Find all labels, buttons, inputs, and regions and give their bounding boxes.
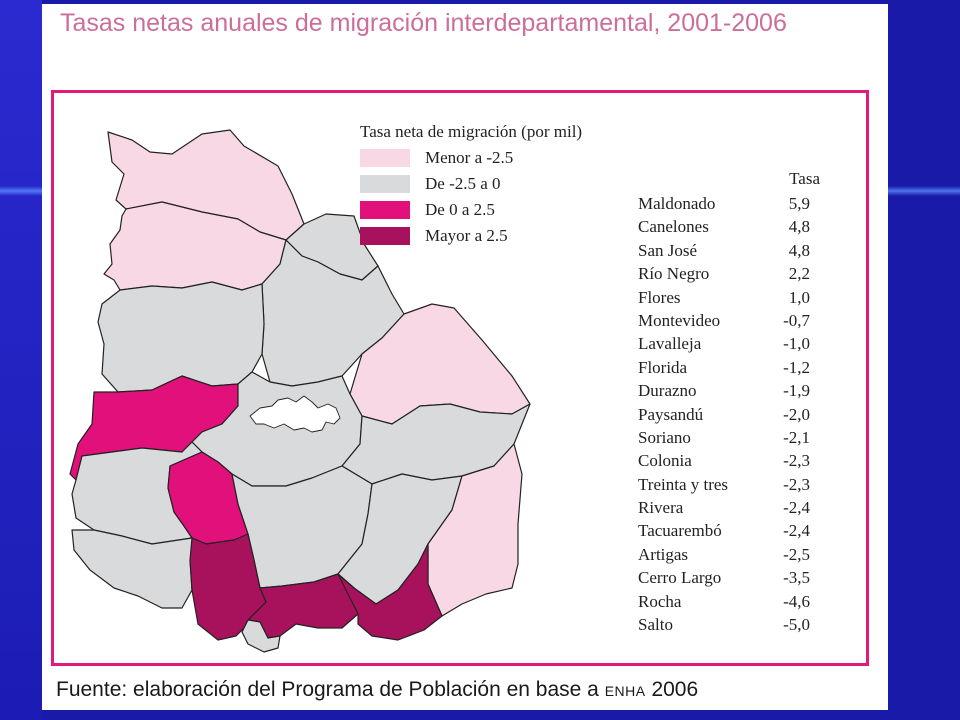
department-name: Rocha [638, 591, 682, 611]
legend-swatch [360, 227, 410, 245]
department-name: San José [638, 240, 698, 260]
rate-value: 5,9 [788, 194, 810, 213]
table-row: Soriano -2,1 [638, 426, 810, 449]
table-row: Río Negro 2,2 [638, 262, 810, 285]
map-frame [51, 90, 869, 666]
table-row: Rivera -2,4 [638, 496, 810, 519]
department-name: Flores [638, 287, 681, 307]
rate-value: -1,0 [783, 334, 810, 354]
rate-value: -2,4 [783, 521, 810, 541]
rates-table: Tasa Maldonado 5,9 Canelones 4,8 San José 4… [638, 166, 822, 636]
rates-table-header: Tasa [789, 169, 820, 188]
source-note: Fuente: elaboración del Programa de Pobl… [56, 678, 698, 702]
department-name: Canelones [638, 217, 709, 237]
legend-title: Tasa neta de migración (por mil) [360, 122, 583, 141]
source-text: Fuente: elaboración del Programa de Pobl… [56, 678, 605, 701]
department-name: Río Negro [638, 264, 710, 284]
legend-swatch [360, 149, 410, 167]
legend-label: De -2.5 a 0 [425, 174, 501, 193]
legend-item: Mayor a 2.5 [360, 223, 582, 249]
department-name: Artigas [638, 544, 689, 564]
legend-label: Menor a -2.5 [425, 148, 514, 167]
department-name: Treinta y tres [638, 474, 729, 494]
region-montevideo [241, 619, 281, 653]
table-row: Rocha -4,6 [638, 590, 810, 613]
table-row: Colonia -2,3 [638, 449, 810, 472]
table-row: Paysandú -2,0 [638, 403, 810, 426]
slide-background-left [0, 0, 42, 720]
legend-label: Mayor a 2.5 [425, 226, 508, 245]
map-title: Tasas netas anuales de migración interde… [60, 9, 787, 37]
department-name: Lavalleja [638, 334, 702, 354]
map-legend: Tasa neta de migración (por mil) Menor a… [360, 122, 582, 249]
legend-item: De 0 a 2.5 [360, 197, 582, 223]
rate-value: -2,1 [783, 427, 810, 447]
table-row: Treinta y tres -2,3 [638, 473, 810, 496]
table-row: Maldonado 5,9 [638, 192, 810, 215]
legend-label: De 0 a 2.5 [425, 200, 495, 219]
table-row: Flores 1,0 [638, 286, 810, 309]
department-name: Soriano [638, 427, 691, 447]
rate-value: -2,0 [783, 404, 810, 424]
rate-value: -4,6 [783, 591, 810, 611]
table-row: Cerro Largo -3,5 [638, 566, 810, 589]
table-row: Montevideo -0,7 [638, 309, 810, 332]
uruguay-map [69, 129, 531, 653]
rate-value: -2,5 [783, 544, 810, 564]
rate-value: -2,4 [783, 498, 810, 518]
table-row: Canelones 4,8 [638, 215, 810, 238]
rate-value: -2,3 [783, 451, 810, 471]
legend-item: Menor a -2.5 [360, 145, 582, 171]
table-row: Tacuarembó -2,4 [638, 519, 810, 542]
source-year: 2006 [645, 678, 699, 701]
region-rocha [427, 443, 523, 617]
legend-swatch [360, 175, 410, 193]
rate-value: 1,0 [788, 287, 810, 307]
reservoir-lake [249, 395, 341, 433]
legend-swatch [360, 201, 410, 219]
region-maldonado [337, 543, 443, 641]
slide-content: Tasas netas anuales de migración interde… [42, 4, 888, 710]
source-abbr: ENHA [604, 683, 646, 699]
department-name: Florida [638, 357, 688, 377]
rate-value: -0,7 [783, 310, 810, 330]
rate-value: 4,8 [788, 240, 810, 260]
department-name: Cerro Largo [638, 568, 722, 588]
table-row: San José 4,8 [638, 239, 810, 262]
table-row: Artigas -2,5 [638, 543, 810, 566]
department-name: Tacuarembó [638, 521, 722, 541]
rate-value: 4,8 [788, 217, 810, 237]
table-row: Lavalleja -1,0 [638, 332, 810, 355]
region-paysand [97, 281, 265, 393]
rate-value: -1,9 [783, 381, 810, 401]
department-name: Maldonado [638, 194, 716, 213]
legend-item: De -2.5 a 0 [360, 171, 582, 197]
table-row: Durazno -1,9 [638, 379, 810, 402]
department-name: Montevideo [638, 310, 721, 330]
department-name: Durazno [638, 381, 697, 401]
rate-value: -2,3 [783, 474, 810, 494]
rate-value: -5,0 [783, 615, 810, 635]
table-row: Florida -1,2 [638, 356, 810, 379]
rate-value: -1,2 [783, 357, 810, 377]
table-row: Salto -5,0 [638, 613, 810, 636]
department-name: Salto [638, 615, 673, 635]
department-name: Rivera [638, 498, 684, 518]
department-name: Colonia [638, 451, 692, 471]
department-name: Paysandú [638, 404, 704, 424]
region-colonia [71, 529, 207, 609]
rate-value: -3,5 [783, 568, 810, 588]
rate-value: 2,2 [788, 264, 810, 284]
